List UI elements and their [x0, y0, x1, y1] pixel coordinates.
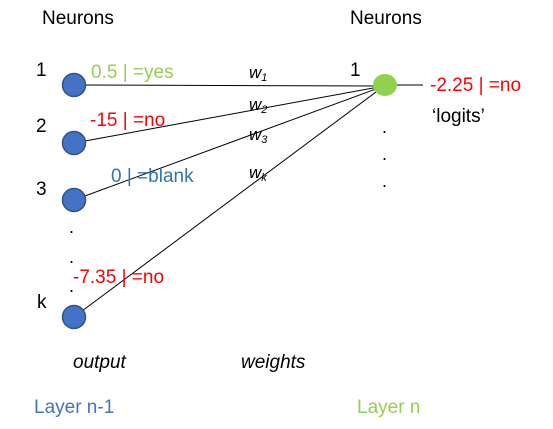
neuron-nodes [61, 72, 397, 330]
input-neuron-value-1: 0.5 | =yes [91, 62, 174, 83]
layer-left-label: Layer n-1 [34, 397, 115, 418]
output-caption: output [73, 352, 126, 373]
input-neuron-index-2: 2 [36, 116, 47, 137]
edge-1 [73, 84, 385, 87]
weight-label-k: wk [249, 163, 267, 184]
edge-k [73, 85, 385, 318]
ellipsis-dot: . [382, 144, 388, 164]
weight-label-3: w3 [249, 125, 268, 146]
output-neuron-index-1: 1 [350, 60, 361, 81]
weight-label-2: w2 [249, 95, 268, 116]
logits-note: ‘logits’ [432, 106, 485, 127]
input-neuron-index-3: 3 [36, 179, 47, 200]
output-neuron-1 [373, 74, 397, 96]
input-neuron-value-3: 0 | =blank [111, 166, 194, 187]
ellipsis-dot: . [382, 171, 388, 191]
edge-2 [73, 85, 385, 144]
output-neuron-value: -2.25 | =no [430, 75, 522, 96]
input-neuron-k [61, 304, 87, 330]
input-neuron-value-2: -15 | =no [90, 110, 166, 131]
input-neuron-1 [61, 72, 87, 98]
input-neuron-value-k: -7.35 | =no [73, 267, 165, 288]
input-neuron-index-1: 1 [36, 60, 47, 81]
right-neurons-header: Neurons [350, 8, 422, 29]
input-neuron-index-k: k [37, 292, 47, 313]
left-neurons-header: Neurons [42, 8, 114, 29]
connection-lines [73, 84, 423, 318]
ellipsis-dot: . [69, 247, 75, 267]
ellipsis-dot: . [382, 117, 388, 137]
input-neuron-3 [61, 187, 87, 213]
input-neuron-2 [61, 130, 87, 156]
weights-caption: weights [241, 352, 306, 373]
layer-right-label: Layer n [357, 397, 421, 418]
weight-label-1: w1 [249, 63, 268, 84]
ellipsis-dot: . [69, 217, 75, 237]
ellipsis-dot: . [69, 276, 75, 296]
edge-3 [73, 85, 385, 201]
